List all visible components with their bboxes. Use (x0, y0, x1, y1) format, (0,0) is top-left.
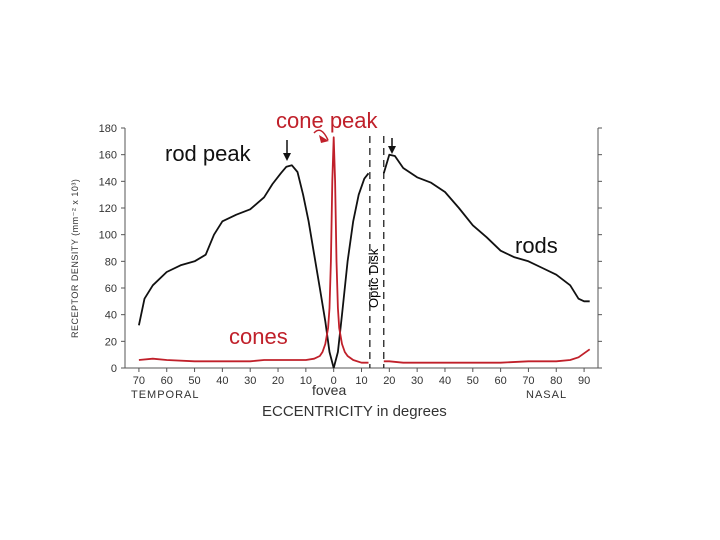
x-tick-label: 30 (244, 375, 256, 387)
x-tick-label: 40 (439, 375, 451, 387)
y-tick-label: 140 (99, 176, 117, 188)
y-tick-label: 20 (105, 336, 117, 348)
rods-annotation: rods (515, 233, 558, 258)
y-tick-label: 0 (111, 363, 117, 375)
axes-frame (121, 127, 602, 372)
optic-disk-region (369, 136, 385, 368)
temporal-label: TEMPORAL (131, 389, 200, 401)
x-tick-label: 20 (272, 375, 284, 387)
cones-curve (383, 348, 591, 364)
x-tick-label: 60 (161, 375, 173, 387)
cone-peak-arrow (313, 129, 329, 141)
x-tick-label: 10 (355, 375, 367, 387)
y-tick-label: 100 (99, 230, 117, 242)
x-tick-label: 70 (133, 375, 145, 387)
cones-curve (138, 136, 369, 364)
x-tick-label: 0 (331, 375, 337, 387)
y-tick-label: 160 (99, 150, 117, 162)
x-tick-label: 20 (383, 375, 395, 387)
rods-curve (332, 172, 370, 369)
y-tick-label: 180 (99, 123, 117, 135)
fovea-label: fovea (312, 382, 346, 398)
nasal-label: NASAL (526, 389, 567, 401)
nasal-peak-arrowhead (388, 146, 396, 154)
cone-peak-arrowhead (319, 135, 329, 143)
y-tick-label: 40 (105, 310, 117, 322)
y-tick-label: 120 (99, 203, 117, 215)
x-tick-label: 10 (300, 375, 312, 387)
x-tick-label: 50 (188, 375, 200, 387)
x-tick-label: 60 (494, 375, 506, 387)
annotation-arrows (283, 129, 396, 161)
rod-peak-annotation: rod peak (165, 141, 252, 166)
x-tick-label: 80 (550, 375, 562, 387)
rods-curve (138, 164, 335, 369)
rod-peak-arrowhead (283, 153, 291, 161)
cones-annotation: cones (229, 324, 288, 349)
series-lines (138, 136, 591, 369)
x-tick-label: 50 (467, 375, 479, 387)
x-tick-label: 70 (522, 375, 534, 387)
x-tick-label: 30 (411, 375, 423, 387)
y-axis-label: RECEPTOR DENSITY (mm⁻² x 10³) (70, 179, 80, 338)
rods-curve (382, 153, 590, 303)
x-axis-label: ECCENTRICITY in degrees (262, 403, 447, 420)
x-tick-label: 40 (216, 375, 228, 387)
y-tick-label: 60 (105, 283, 117, 295)
y-tick-label: 80 (105, 256, 117, 268)
cone-peak-annotation: cone peak (276, 108, 379, 133)
x-tick-label: 90 (578, 375, 590, 387)
optic-disk-label: Optic Disk (366, 248, 381, 308)
